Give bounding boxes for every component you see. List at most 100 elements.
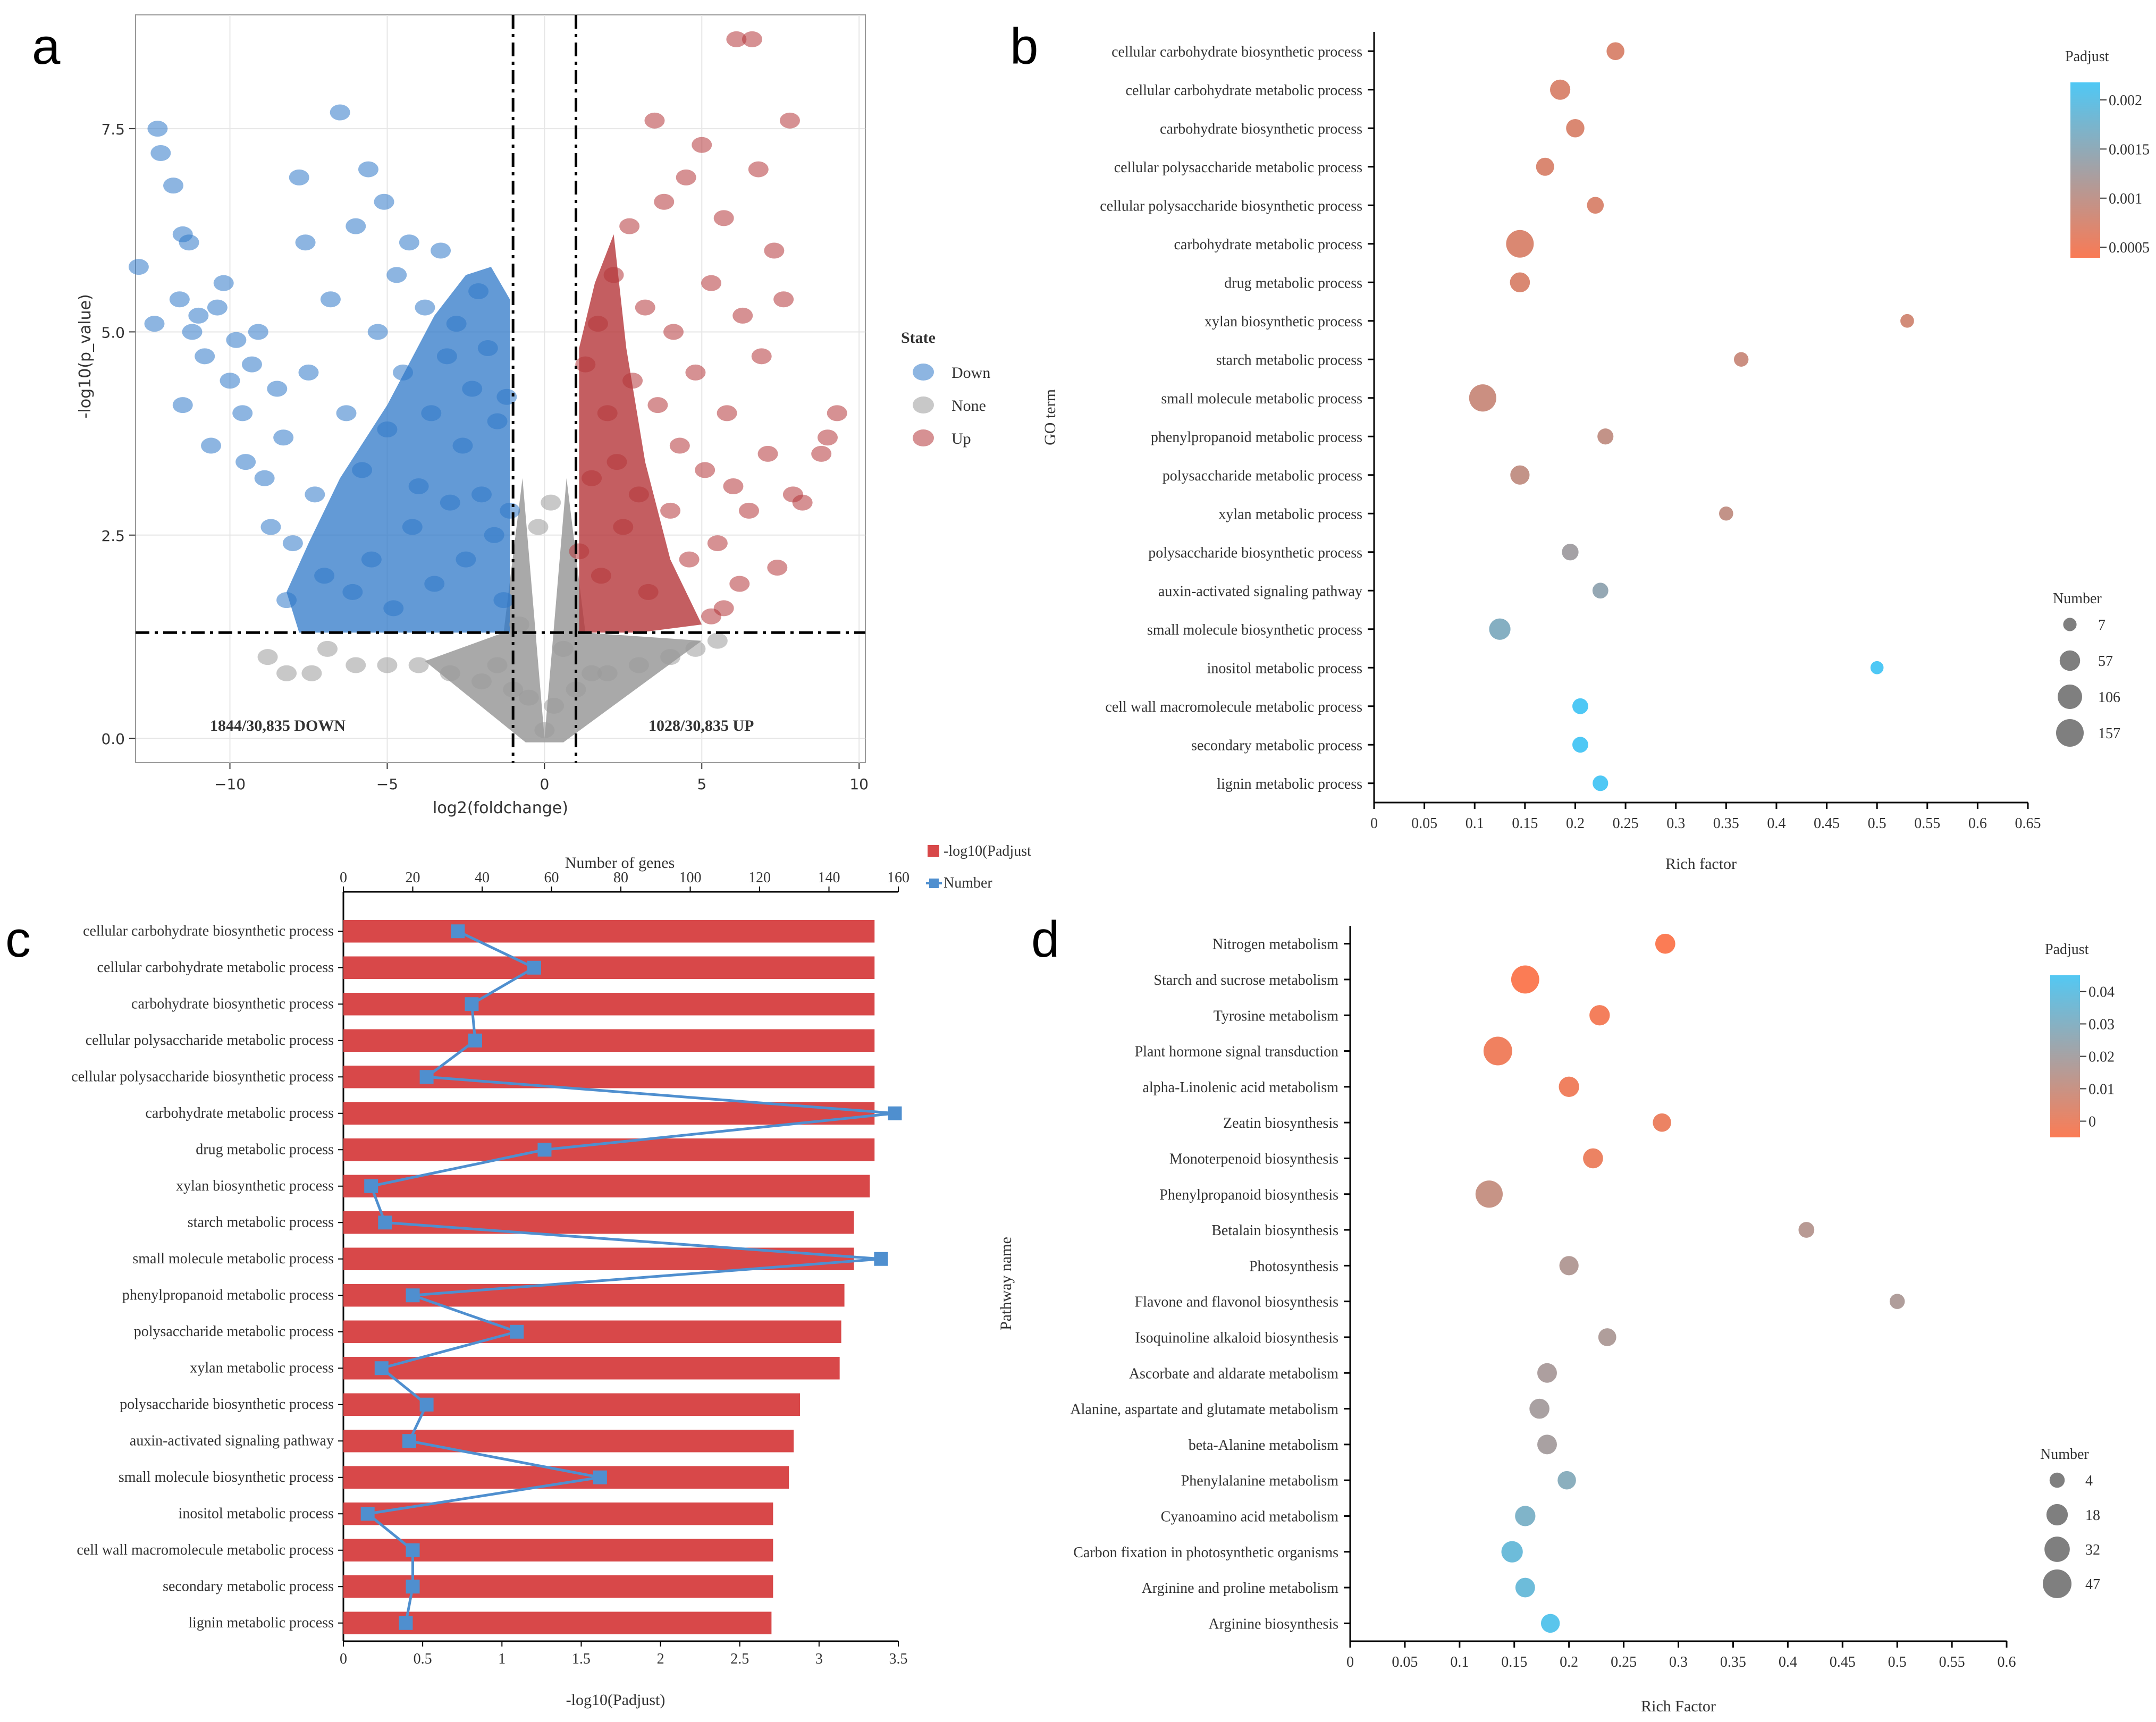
point-none <box>257 649 278 665</box>
x-tick-label: 0.5 <box>414 1651 432 1667</box>
y-tick-label: Zeatin biosynthesis <box>1223 1115 1338 1132</box>
point-down <box>220 373 240 389</box>
point-up <box>613 519 634 535</box>
x-tick-label: 0.2 <box>1566 815 1585 832</box>
point-down <box>213 275 234 291</box>
point-up <box>767 559 788 576</box>
colorbar-tick-label: 0.001 <box>2109 191 2142 207</box>
point-down <box>477 340 498 357</box>
y-tick-label: auxin-activated signaling pathway <box>130 1432 334 1449</box>
point-up <box>628 486 649 503</box>
bubble-point <box>1572 737 1588 753</box>
bar <box>343 1611 772 1634</box>
size-legend-circle <box>2046 1504 2068 1526</box>
x-tick-label: 0.3 <box>1666 815 1685 832</box>
bubble-point <box>1559 1076 1579 1098</box>
y-tick-label: 5.0 <box>101 324 125 341</box>
point-down <box>314 568 335 584</box>
y-tick-label: secondary metabolic process <box>163 1578 334 1594</box>
size-legend-title: Number <box>2053 590 2102 607</box>
panel-letter-a: a <box>32 18 61 75</box>
bubble-point <box>1483 1036 1512 1066</box>
y-tick-label: small molecule metabolic process <box>1161 391 1362 407</box>
size-legend-circle <box>2049 1472 2065 1488</box>
legend-swatch-marker <box>929 879 939 888</box>
point-none <box>553 640 574 657</box>
x-tick-label: 3 <box>815 1651 823 1667</box>
bubble-point <box>1598 1328 1616 1346</box>
legend-label-bar: -log10(Padjust <box>944 843 1031 859</box>
point-down <box>336 405 357 421</box>
point-down <box>393 364 414 381</box>
legend-swatch-bar <box>928 845 939 857</box>
point-up <box>695 462 715 478</box>
x-tick-label: 0.05 <box>1392 1654 1418 1670</box>
x2-tick-label: 80 <box>613 870 628 886</box>
point-down <box>226 332 247 348</box>
y-tick-label: alpha-Linolenic acid metabolism <box>1142 1079 1338 1096</box>
go-bar-line-chart: cellular carbohydrate biosynthetic proce… <box>71 843 1031 1709</box>
point-down <box>163 178 184 194</box>
bubble-point <box>1733 352 1749 367</box>
y-tick-label: cellular polysaccharide biosynthetic pro… <box>1100 198 1362 214</box>
point-down <box>352 462 373 478</box>
y-tick-label: Starch and sucrose metabolism <box>1153 972 1338 989</box>
x2-tick-label: 20 <box>406 870 420 886</box>
bar <box>343 1211 854 1234</box>
point-down <box>241 356 262 373</box>
y-tick-label: xylan biosynthetic process <box>176 1178 334 1194</box>
number-marker <box>537 1143 552 1157</box>
point-down <box>276 592 297 609</box>
y-tick-label: Tyrosine metabolism <box>1214 1008 1338 1024</box>
point-down <box>182 324 203 340</box>
y-tick-label: carbohydrate biosynthetic process <box>131 995 334 1012</box>
size-legend-circle <box>2058 685 2082 709</box>
bubble-point <box>1572 698 1588 714</box>
point-down <box>295 234 316 251</box>
point-up <box>644 112 665 129</box>
y-tick-label: auxin-activated signaling pathway <box>1158 583 1362 600</box>
y-tick-label: Betalain biosynthesis <box>1211 1222 1338 1239</box>
legend-swatch-down <box>913 364 934 381</box>
bubble-point <box>1469 384 1496 412</box>
point-up <box>679 551 700 568</box>
y-tick-label: Ascorbate and aldarate metabolism <box>1129 1365 1338 1382</box>
panel-letter-c: c <box>5 911 31 968</box>
point-none <box>528 519 549 535</box>
up-density-region <box>579 234 702 633</box>
bar <box>343 1430 794 1453</box>
y-tick-label: polysaccharide biosynthetic process <box>120 1396 334 1413</box>
point-none <box>471 673 492 690</box>
y-tick-label: Monoterpenoid biosynthesis <box>1169 1151 1338 1167</box>
point-up <box>713 600 734 617</box>
x-tick-label: 0.05 <box>1411 815 1437 832</box>
y-tick-label: drug metabolic process <box>1224 275 1362 291</box>
point-down <box>452 437 473 454</box>
size-legend-label: 4 <box>2085 1473 2093 1489</box>
point-down <box>487 413 508 429</box>
point-down <box>330 104 350 121</box>
bubble-point <box>1587 197 1604 214</box>
point-down <box>415 299 435 316</box>
point-none <box>346 657 366 673</box>
number-marker <box>593 1470 607 1484</box>
volcano-plot: −10 −5 0 5 10 0.0 2.5 5.0 7.5 1844/30,835 DOWN 102… <box>76 14 990 817</box>
point-none <box>487 657 508 673</box>
y-tick-label: Isoquinoline alkaloid biosynthesis <box>1135 1330 1338 1346</box>
size-legend-circle <box>2059 650 2081 671</box>
size-legend-circle <box>2044 1537 2070 1562</box>
point-none <box>707 632 728 649</box>
y-tick-label: Arginine biosynthesis <box>1209 1616 1338 1632</box>
bubble-point <box>1798 1222 1815 1238</box>
x-tick-label: 0.4 <box>1767 815 1786 832</box>
y-tick-label: Flavone and flavonol biosynthesis <box>1135 1294 1338 1311</box>
bubble-point <box>1506 230 1534 258</box>
bubble-point <box>1550 79 1571 100</box>
bar <box>343 993 875 1016</box>
number-marker <box>510 1324 524 1339</box>
point-up <box>827 405 847 421</box>
bar <box>343 920 875 943</box>
point-up <box>647 397 668 413</box>
x-axis-label: Rich factor <box>1665 855 1737 873</box>
